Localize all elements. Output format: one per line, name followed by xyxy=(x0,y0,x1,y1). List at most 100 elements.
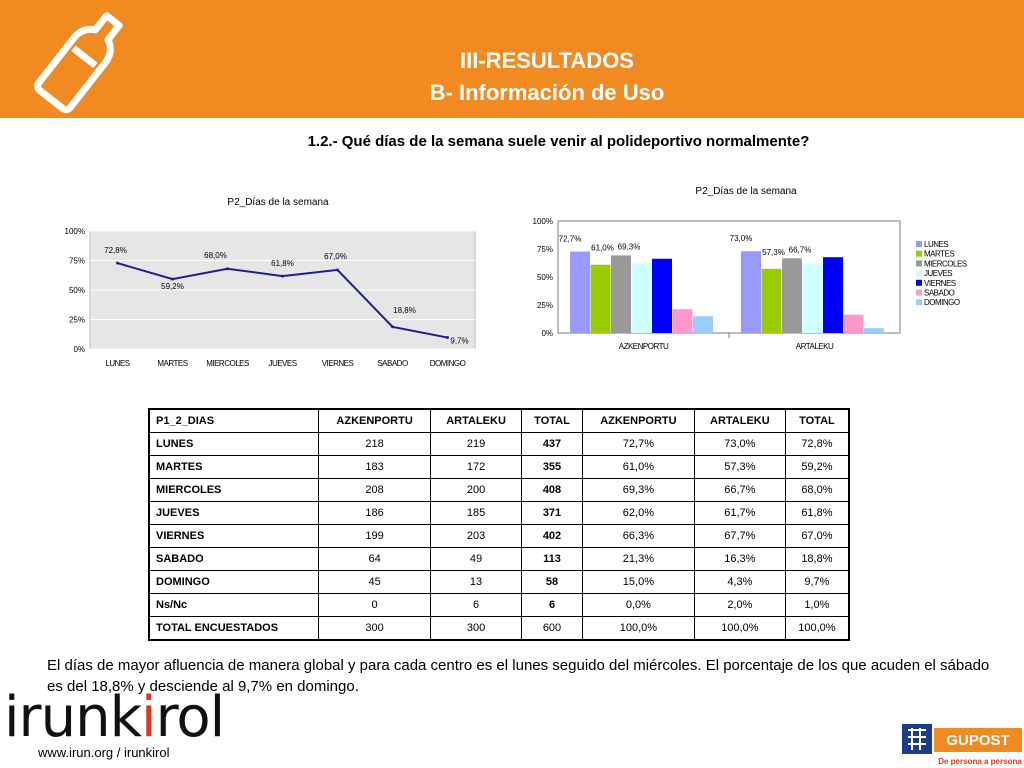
table-cell: 408 xyxy=(521,478,583,502)
table-row: MARTES 183 172 355 61,0% 57,3% 59,2% xyxy=(148,455,850,479)
table-cell: 13 xyxy=(430,570,523,594)
legend-label: MARTES xyxy=(924,250,954,259)
line-point xyxy=(281,274,284,278)
table-row: TOTAL ENCUESTADOS 300 300 600 100,0% 100,0% 10… xyxy=(148,616,850,641)
line-y-tick: 100% xyxy=(65,227,85,236)
line-x-tick: SABADO xyxy=(377,359,408,368)
table-cell: 64 xyxy=(318,547,432,571)
table-cell: 218 xyxy=(318,432,432,456)
gupost-tagline: De persona a persona xyxy=(938,757,1022,766)
section-subtitle: B- Información de Uso xyxy=(429,80,665,105)
table-cell: 371 xyxy=(521,501,583,525)
row-label: MARTES xyxy=(148,455,320,479)
line-x-tick: LUNES xyxy=(105,359,129,368)
table-cell: 62,0% xyxy=(581,501,695,525)
line-point xyxy=(336,268,339,272)
bar-lunes xyxy=(741,251,761,333)
bar-y-tick: 0% xyxy=(541,329,553,338)
bar-martes xyxy=(590,264,611,333)
logo-text-left: irunk xyxy=(4,685,142,750)
line-point xyxy=(446,336,449,340)
line-data-label: 18,8% xyxy=(393,306,416,315)
bar-data-label: 73,0% xyxy=(730,234,753,243)
bar-y-tick: 25% xyxy=(537,301,553,310)
legend-swatch xyxy=(916,279,922,286)
line-y-tick: 0% xyxy=(73,345,85,354)
bar-miercoles xyxy=(611,255,631,333)
table-header-cell: TOTAL xyxy=(784,408,850,433)
line-point xyxy=(116,261,119,265)
gupost-brand: GUPOST xyxy=(946,732,1009,749)
bar-chart-title: P2_Días de la semana xyxy=(695,186,797,197)
table-row: SABADO 64 49 113 21,3% 16,3% 18,8% xyxy=(148,547,850,571)
line-data-label: 59,2% xyxy=(161,282,184,291)
line-x-tick: JUEVES xyxy=(268,359,296,368)
table-cell: 72,7% xyxy=(581,432,695,456)
bar-chart: P2_Días de la semana 0% 25% 50% 75% 100% AZKEN… xyxy=(533,186,968,351)
table-cell: 15,0% xyxy=(581,570,695,594)
bar-data-label: 69,3% xyxy=(618,242,641,251)
row-label: VIERNES xyxy=(148,524,320,548)
table-cell: 16,3% xyxy=(693,547,786,571)
line-x-tick: MIERCOLES xyxy=(206,359,249,368)
table-header-cell: ARTALEKU xyxy=(693,408,786,433)
bar-viernes xyxy=(823,257,843,333)
table-header-cell: P1_2_DIAS xyxy=(148,408,320,433)
table-cell: 199 xyxy=(318,524,432,548)
bar-data-label: 61,0% xyxy=(591,244,614,253)
table-cell: 600 xyxy=(521,616,583,641)
legend-swatch xyxy=(916,260,922,267)
table-cell: 100,0% xyxy=(693,616,786,641)
table-cell: 183 xyxy=(318,455,432,479)
table-row: LUNES 218 219 437 72,7% 73,0% 72,8% xyxy=(148,432,850,456)
table-cell: 6 xyxy=(521,593,583,617)
bar-x-tick: ARTALEKU xyxy=(796,342,834,351)
legend-label: SABADO xyxy=(924,289,955,298)
table-header-cell: ARTALEKU xyxy=(430,408,523,433)
table-cell: 0 xyxy=(318,593,432,617)
row-label: DOMINGO xyxy=(148,570,320,594)
table-cell: 203 xyxy=(430,524,523,548)
line-data-label: 72,8% xyxy=(104,246,127,255)
results-table: P1_2_DIAS AZKENPORTU ARTALEKU TOTAL AZKENPOR… xyxy=(148,408,850,641)
table-row: JUEVES 186 185 371 62,0% 61,7% 61,8% xyxy=(148,501,850,525)
bar-sabado xyxy=(843,314,864,333)
header-banner: III-RESULTADOS B- Información de Uso xyxy=(0,0,1024,118)
bar-y-tick: 100% xyxy=(533,217,553,226)
line-point xyxy=(391,325,394,329)
table-cell: 69,3% xyxy=(581,478,695,502)
table-header-cell: TOTAL xyxy=(521,408,583,433)
table-cell: 61,7% xyxy=(693,501,786,525)
gupost-emblem-pattern xyxy=(908,728,926,750)
line-chart-title: P2_Días de la semana xyxy=(227,197,329,208)
table-header-row: P1_2_DIAS AZKENPORTU ARTALEKU TOTAL AZKENPOR… xyxy=(148,408,850,433)
table-cell: 100,0% xyxy=(784,616,850,641)
line-y-tick: 50% xyxy=(69,286,85,295)
table-cell: 21,3% xyxy=(581,547,695,571)
line-point xyxy=(171,277,174,281)
website-link[interactable]: www.irun.org / irunkirol xyxy=(38,745,170,760)
line-data-label: 68,0% xyxy=(204,251,227,260)
bar-y-tick: 75% xyxy=(537,245,553,254)
table-cell: 9,7% xyxy=(784,570,850,594)
row-label: Ns/Nc xyxy=(148,593,320,617)
table-cell: 4,3% xyxy=(693,570,786,594)
table-cell: 185 xyxy=(430,501,523,525)
gupost-emblem xyxy=(902,724,932,754)
table-cell: 300 xyxy=(430,616,523,641)
table-cell: 67,0% xyxy=(784,524,850,548)
legend-label: JUEVES xyxy=(924,269,952,278)
question-heading: 1.2.- Qué días de la semana suele venir … xyxy=(307,133,810,150)
line-y-tick: 75% xyxy=(69,257,85,266)
table-cell: 58 xyxy=(521,570,583,594)
table-cell: 208 xyxy=(318,478,432,502)
table-cell: 300 xyxy=(318,616,432,641)
bar-data-label: 72,7% xyxy=(559,235,582,244)
table-cell: 73,0% xyxy=(693,432,786,456)
row-label: LUNES xyxy=(148,432,320,456)
table-cell: 2,0% xyxy=(693,593,786,617)
table-cell: 72,8% xyxy=(784,432,850,456)
bar-jueves xyxy=(802,263,823,333)
row-label: SABADO xyxy=(148,547,320,571)
table-cell: 57,3% xyxy=(693,455,786,479)
